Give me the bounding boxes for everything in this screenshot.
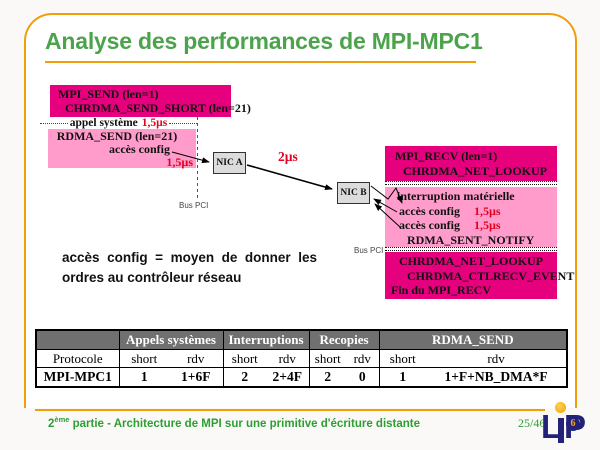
col-group-appels-systemes: Appels systèmes (118, 329, 224, 350)
value-cell: 1 (379, 367, 427, 387)
nic-b-label: NIC B (340, 188, 367, 198)
acces-config-time: 1,5µs (166, 155, 193, 169)
nic-a-box: NIC A (213, 152, 246, 174)
chrdma-send-short-label: CHRDMA_SEND_SHORT (len=21) (65, 101, 251, 115)
bus-pci-line (197, 117, 198, 213)
subheader-cell: short (119, 349, 169, 368)
performance-table: Appels systèmes Interruptions Recopies R… (35, 329, 569, 388)
nic-a-label: NIC A (216, 158, 243, 168)
value-cell: 1 (119, 367, 169, 387)
subheader-cell: rdv (169, 349, 224, 368)
logo-letter-l: L (541, 408, 562, 445)
subheader-cell: short (379, 349, 427, 368)
logo-digit-six: 6 (566, 417, 580, 431)
logo-letter-i-stem (558, 418, 564, 443)
rdma-send-label: RDMA_SEND (len=21) (56, 129, 178, 143)
acces-config-row-2: accès config 1,5µs (385, 218, 557, 233)
acces-config-2: accès config (399, 218, 460, 232)
col-group-interruptions: Interruptions (222, 329, 310, 350)
chrdma-net-lookup-2-label: CHRDMA_NET_LOOKUP (399, 254, 543, 268)
bus-pci-label-left: Bus PCI (179, 201, 209, 210)
acces-config-label: accès config (109, 142, 170, 156)
mpi-recv-box: MPI_RECV (len=1) CHRDMA_NET_LOOKUP (385, 146, 557, 181)
footer-num: 2 (48, 417, 55, 430)
col-group-recopies: Recopies (308, 329, 380, 350)
subheader-cell: rdv (426, 349, 568, 368)
lip6-logo: L P 6 (541, 400, 586, 448)
acces-config-row-1: accès config 1,5µs (385, 204, 557, 219)
acces-config-note: accès config = moyen de donner les ordre… (62, 248, 317, 288)
table-header-row: Appels systèmes Interruptions Recopies R… (35, 329, 568, 350)
acces-config-time-2: 1,5µs (473, 218, 501, 232)
page-title: Analyse des performances de MPI-MPC1 (45, 28, 483, 54)
subheader-cell: short (309, 349, 347, 368)
dotted-line-right (169, 122, 197, 124)
mpi-send-label: MPI_SEND (len=1) (58, 87, 159, 101)
note-line-1: accès config = moyen de donner les (62, 250, 317, 265)
table-subheader-row: Protocole short rdv short rdv short rdv … (36, 349, 568, 368)
syscall-divider: appel système 1,5µs (40, 117, 197, 129)
bus-pci-label-right: Bus PCI (354, 246, 384, 255)
protocol-name: MPI-MPC1 (36, 367, 120, 387)
logo-i-dot-icon (555, 402, 566, 413)
syscall-time: 1,5µs (141, 117, 168, 129)
recv-end-box: CHRDMA_NET_LOOKUP CHRDMA_CTLRECV_EVENT F… (385, 252, 575, 299)
rdma-send-box: RDMA_SEND (len=21) accès config 1,5µs (48, 129, 196, 168)
network-time-label: 2µs (278, 149, 298, 164)
protocol-header: Protocole (36, 349, 120, 368)
footer-sup: ème (54, 415, 70, 424)
interruption-label: interruption matérielle (397, 189, 515, 203)
acces-config-time-1: 1,5µs (473, 203, 501, 218)
col-group-rdma-send: RDMA_SEND (378, 329, 568, 350)
page-number: 25/46 (518, 416, 546, 430)
value-cell: 2+4F (266, 367, 310, 387)
interrupt-box: interruption matérielle accès config 1,5µ… (385, 187, 557, 247)
subheader-cell: rdv (266, 349, 310, 368)
note-line-2: ordres au contrôleur réseau (62, 270, 242, 285)
value-cell: 0 (346, 367, 380, 387)
chrdma-net-lookup-label: CHRDMA_NET_LOOKUP (403, 164, 547, 178)
subheader-cell: rdv (346, 349, 380, 368)
dotted-separator-top (385, 181, 557, 185)
mpi-recv-label: MPI_RECV (len=1) (395, 149, 498, 163)
syscall-label: appel système (69, 117, 138, 129)
value-cell: 1+6F (169, 367, 224, 387)
value-cell: 1+F+NB_DMA*F (426, 367, 568, 387)
subheader-cell: short (223, 349, 267, 368)
footer-section-title: 2ème partie - Architecture de MPI sur un… (48, 415, 420, 430)
table-data-row: MPI-MPC1 1 1+6F 2 2+4F 2 0 1 1+F+NB_DMA*… (36, 367, 568, 387)
title-underline (45, 61, 476, 63)
mpi-send-box: MPI_SEND (len=1) CHRDMA_SEND_SHORT (len=… (50, 85, 251, 117)
dotted-separator-bottom (385, 247, 557, 251)
table-corner-cell (35, 329, 120, 350)
footer-rest: partie - Architecture de MPI sur une pri… (69, 417, 421, 430)
fin-mpi-recv-label: Fin du MPI_RECV (391, 283, 492, 297)
chrdma-ctlrecv-event-label: CHRDMA_CTLRECV_EVENT (407, 268, 575, 283)
rdma-sent-notify-label: RDMA_SENT_NOTIFY (407, 232, 535, 247)
acces-config-1: accès config (399, 203, 460, 218)
value-cell: 2 (223, 367, 267, 387)
footer-divider (35, 409, 545, 411)
dotted-line-left (40, 122, 68, 124)
nic-b-box: NIC B (337, 182, 370, 204)
value-cell: 2 (309, 367, 347, 387)
